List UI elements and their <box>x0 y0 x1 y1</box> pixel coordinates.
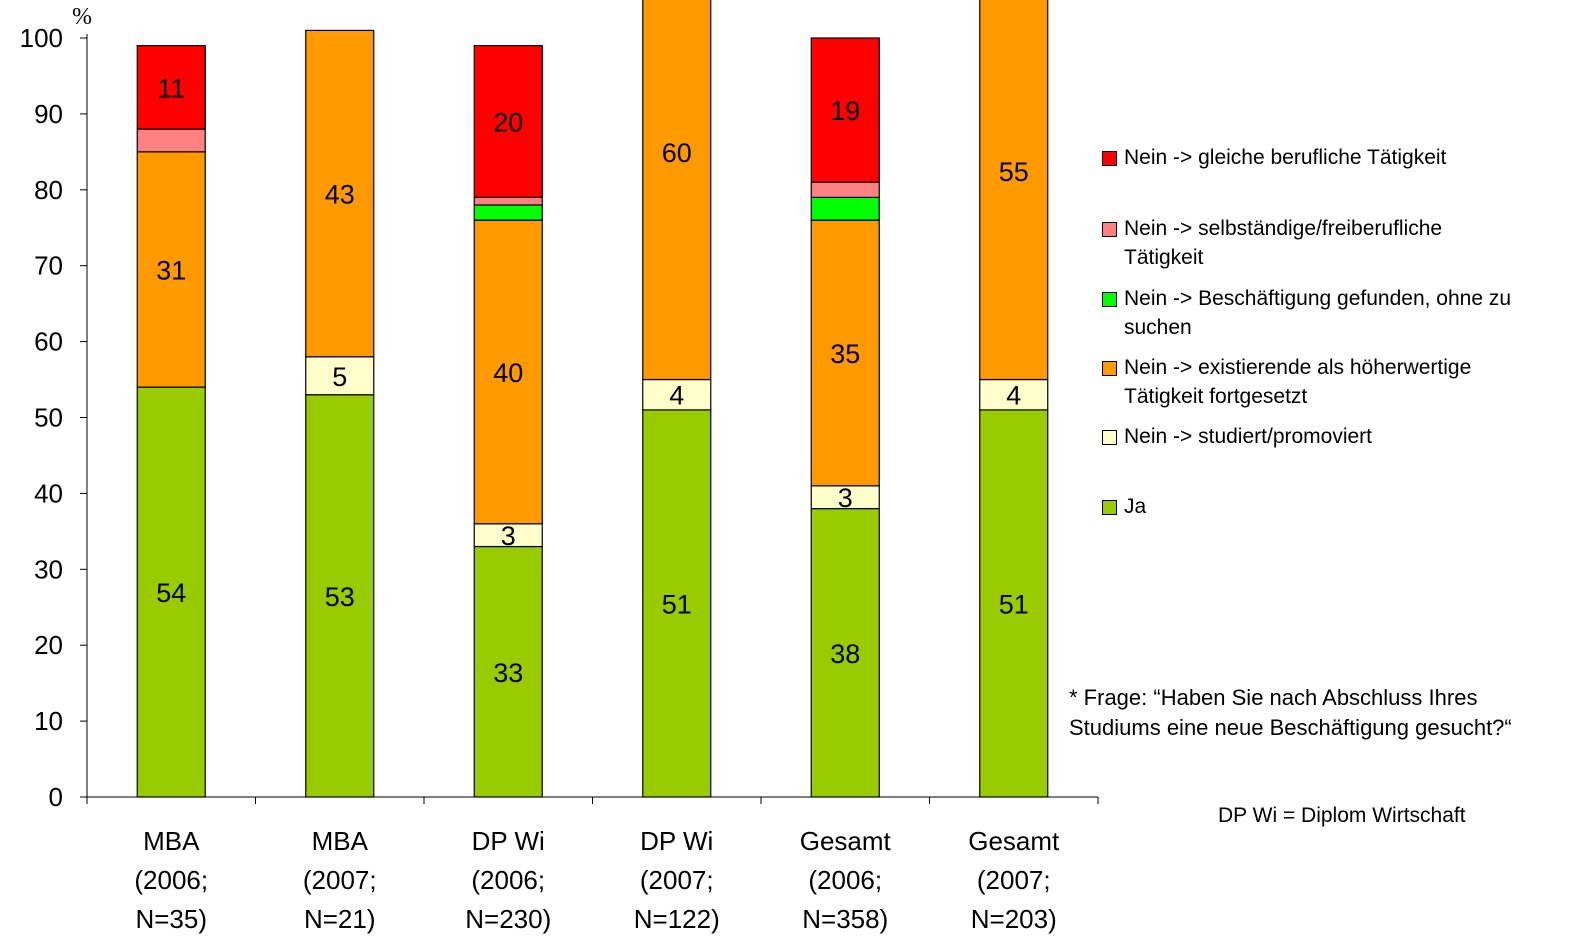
abbreviation-footnote: DP Wi = Diplom Wirtschaft <box>1218 804 1466 827</box>
y-tick-label: 60 <box>34 327 63 357</box>
bar-value-label: 38 <box>830 639 860 669</box>
bar-segment <box>136 44 206 130</box>
y-tick-label: 40 <box>34 478 63 508</box>
legend-swatch <box>1102 222 1117 237</box>
bar-value-label: 3 <box>501 521 516 551</box>
legend-label: Nein -> gleiche berufliche Tätigkeit <box>1124 146 1447 169</box>
bar-value-label: 51 <box>999 589 1029 619</box>
legend-label: Nein -> selbständige/freiberufliche Täti… <box>1124 217 1443 269</box>
bar-segment <box>305 394 375 798</box>
x-category-label: (2006; <box>134 865 208 895</box>
bar-value-label: 60 <box>662 138 692 168</box>
legend-swatch <box>1102 151 1117 166</box>
x-category-label: MBA <box>143 826 200 856</box>
bar-value-label: 20 <box>493 107 523 137</box>
bar-value-label: 4 <box>1006 381 1021 411</box>
legend-item-selbstaendig: Nein -> selbständige/freiberufliche Täti… <box>1102 214 1524 272</box>
legend-label: Nein -> existierende als höherwertige Tä… <box>1124 356 1472 408</box>
y-tick-label: 30 <box>34 554 63 584</box>
bar-segment <box>136 151 206 388</box>
bar-value-label: 11 <box>157 73 185 103</box>
bar-value-label: 43 <box>325 180 355 210</box>
bar-segment <box>473 204 543 221</box>
stacked-bar-chart: 0102030405060708090100%543111MBA(2006;N=… <box>20 0 1099 934</box>
x-category-label: DP Wi <box>640 826 713 856</box>
bar-segment <box>810 196 880 221</box>
legend-swatch <box>1102 430 1117 445</box>
x-category-label: N=122) <box>634 904 720 934</box>
bar-segment <box>136 128 206 153</box>
y-tick-label: 90 <box>34 99 63 129</box>
legend-item-studiert: Nein -> studiert/promoviert <box>1102 422 1564 451</box>
y-tick-label: 10 <box>34 706 63 736</box>
bar-value-label: 31 <box>156 255 186 285</box>
y-tick-label: 80 <box>34 175 63 205</box>
x-category-label: Gesamt <box>800 826 892 856</box>
x-category-label: MBA <box>312 826 369 856</box>
bar-segment <box>979 409 1049 798</box>
bar-value-label: 54 <box>156 578 186 608</box>
bar-segment <box>473 44 543 198</box>
x-category-label: (2007; <box>977 865 1051 895</box>
bar-segment <box>473 219 543 525</box>
legend-label: Nein -> Beschäftigung gefunden, ohne zu … <box>1124 287 1512 339</box>
x-category-label: (2006; <box>471 865 545 895</box>
legend-item-ja: Ja <box>1102 492 1564 521</box>
x-category-label: N=21) <box>304 904 376 934</box>
bar-value-label: 4 <box>669 381 684 411</box>
bar-segment <box>473 196 543 206</box>
bar-segment <box>810 37 880 183</box>
bar-segment <box>810 181 880 198</box>
x-category-label: (2007; <box>303 865 377 895</box>
y-tick-label: 50 <box>34 403 63 433</box>
legend-item-gleiche-taetigkeit: Nein -> gleiche berufliche Tätigkeit <box>1102 143 1564 172</box>
legend-label: Ja <box>1124 495 1147 518</box>
bar-segment <box>642 0 712 381</box>
bar-value-label: 51 <box>662 589 692 619</box>
x-category-label: N=35) <box>135 904 207 934</box>
bar-value-label: 5 <box>332 362 347 392</box>
bar-segment <box>642 409 712 798</box>
legend-swatch <box>1102 292 1117 307</box>
x-category-label: N=358) <box>802 904 888 934</box>
y-tick-label: 70 <box>34 251 63 281</box>
legend-item-hoeherwertig: Nein -> existierende als höherwertige Tä… <box>1102 353 1554 411</box>
bar-segment <box>305 356 375 396</box>
legend-swatch <box>1102 500 1117 515</box>
bar-value-label: 3 <box>838 483 853 513</box>
legend-swatch <box>1102 361 1117 376</box>
x-category-label: (2006; <box>808 865 882 895</box>
bar-value-label: 19 <box>830 96 860 126</box>
question-note: * Frage: “Haben Sie nach Abschluss Ihres… <box>1069 685 1512 740</box>
bar-value-label: 53 <box>325 582 355 612</box>
legend-item-ohne-suchen: Nein -> Beschäftigung gefunden, ohne zu … <box>1102 284 1524 342</box>
bar-segment <box>810 219 880 487</box>
x-category-label: N=203) <box>971 904 1057 934</box>
x-category-label: Gesamt <box>968 826 1060 856</box>
x-category-label: DP Wi <box>472 826 545 856</box>
y-tick-label: 20 <box>34 630 63 660</box>
bar-segment <box>305 29 375 358</box>
y-tick-label: 100 <box>20 23 63 53</box>
legend-label: Nein -> studiert/promoviert <box>1124 425 1373 448</box>
bar-segment <box>136 386 206 798</box>
bar-segment <box>979 0 1049 381</box>
x-category-label: N=230) <box>465 904 551 934</box>
bar-value-label: 35 <box>830 339 860 369</box>
y-unit-label: % <box>72 4 92 30</box>
bar-segment <box>473 545 543 798</box>
x-category-label: (2007; <box>640 865 714 895</box>
bar-value-label: 40 <box>493 358 523 388</box>
y-tick-label: 0 <box>49 782 63 812</box>
bar-value-label: 55 <box>999 157 1029 187</box>
bar-value-label: 33 <box>493 658 523 688</box>
